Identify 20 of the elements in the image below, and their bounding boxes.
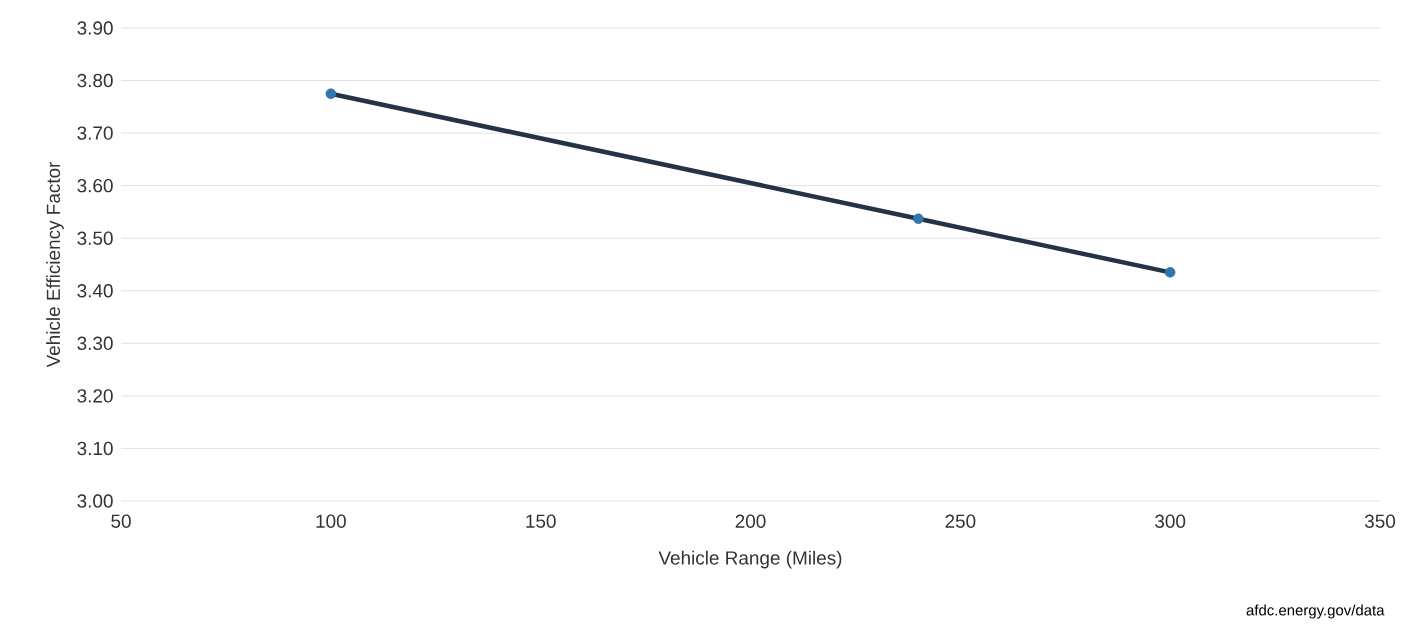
y-tick-label: 3.40 — [77, 284, 113, 298]
x-tick-label: 200 — [735, 514, 766, 528]
text: afdc.energy.gov/data — [1246, 604, 1385, 619]
y-tick-label: 3.60 — [77, 178, 113, 193]
x-tick-label: 50 — [111, 514, 131, 528]
y-tick-label: 3.20 — [77, 389, 113, 403]
y-axis-title: Vehicle Efficiency Factor — [46, 161, 64, 368]
y-tick-label: 3.30 — [77, 336, 113, 351]
y-tick-label: 3.90 — [77, 21, 113, 35]
y-tick-label: 3.80 — [77, 73, 113, 88]
y-tick-label: 3.70 — [77, 126, 113, 140]
y-tick-label: 3.50 — [77, 231, 113, 245]
x-tick-label: 100 — [316, 514, 346, 528]
y-tick-label: 3.00 — [77, 494, 113, 508]
x-tick-label: 300 — [1155, 514, 1186, 528]
x-axis-title: Vehicle Range (Miles) — [658, 550, 842, 569]
x-tick-label: 350 — [1364, 514, 1396, 528]
x-tick-label: 250 — [945, 514, 976, 528]
y-tick-label: 3.10 — [77, 441, 113, 456]
x-tick-label: 150 — [526, 514, 556, 528]
